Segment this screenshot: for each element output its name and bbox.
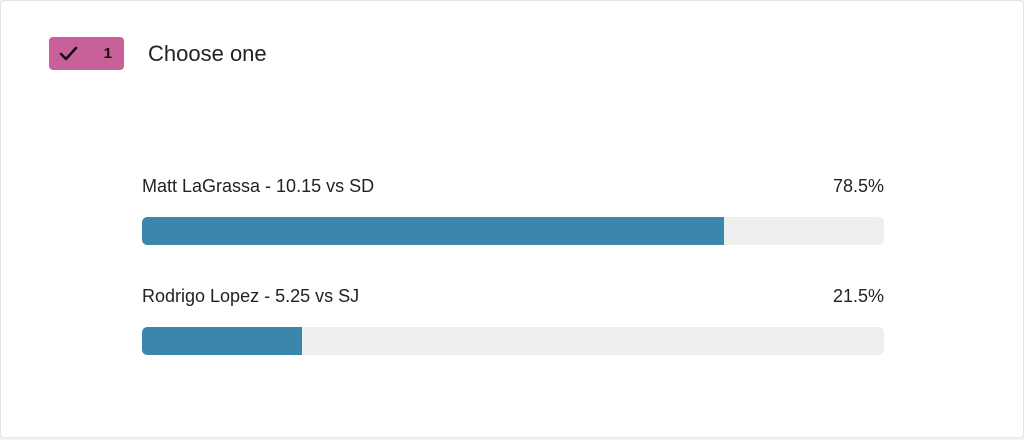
bar xyxy=(142,217,725,245)
answer-badge: 1 xyxy=(49,37,124,70)
question: Choose one xyxy=(148,41,267,66)
option-percent: 21.5% xyxy=(832,286,884,306)
badge-count: 1 xyxy=(103,45,112,62)
bar-track xyxy=(142,217,884,245)
bar-track xyxy=(142,327,884,355)
check-icon xyxy=(59,46,78,61)
option-label: Matt LaGrassa - 10.15 vs SD xyxy=(142,176,375,196)
bar xyxy=(142,327,302,355)
option-percent: 78.5% xyxy=(832,176,884,196)
option-label: Rodrigo Lopez - 5.25 vs SJ xyxy=(142,286,360,306)
